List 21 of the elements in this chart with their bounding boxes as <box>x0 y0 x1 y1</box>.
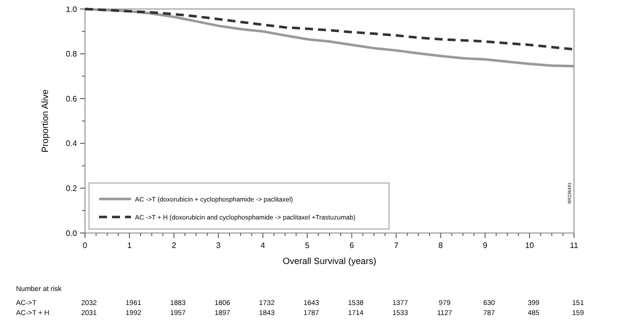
y-tick-label: 0.4 <box>66 139 78 148</box>
y-tick-label: 0.8 <box>66 50 78 59</box>
x-tick-label: 3 <box>216 241 222 250</box>
x-tick-label: 9 <box>482 241 488 250</box>
y-axis-title: Proportion Alive <box>40 89 50 153</box>
y-tick-label: 0.0 <box>66 228 78 238</box>
x-tick-label: 10 <box>525 241 535 250</box>
x-tick-label: 0 <box>82 241 88 250</box>
x-tick-label: 1 <box>127 241 132 250</box>
x-tick-label: 5 <box>305 241 310 250</box>
y-tick-label: 0.2 <box>66 184 78 193</box>
x-tick-label: 11 <box>570 241 579 250</box>
x-tick-label: 2 <box>172 241 177 250</box>
x-tick-label: 6 <box>350 241 354 250</box>
y-tick-label: 1.0 <box>66 4 78 14</box>
x-axis-title: Overall Survival (years) <box>282 256 376 266</box>
x-tick-label: 7 <box>394 241 399 250</box>
x-tick-label: 4 <box>260 241 266 250</box>
y-tick-label: 0.6 <box>66 94 78 104</box>
line-series <box>84 8 576 51</box>
x-tick-label: 8 <box>438 241 444 250</box>
